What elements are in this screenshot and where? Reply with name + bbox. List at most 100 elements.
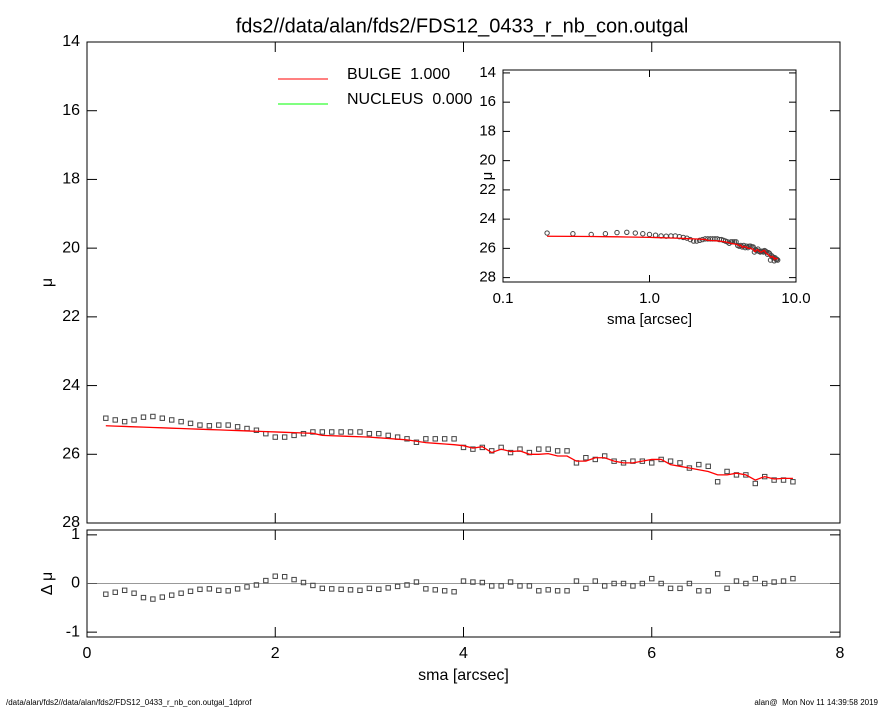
data-point — [225, 422, 231, 428]
data-point — [103, 591, 109, 597]
data-point — [677, 585, 683, 592]
data-point — [197, 586, 203, 593]
data-point — [272, 434, 278, 440]
data-point — [696, 588, 702, 594]
y-tick-label: 0 — [71, 575, 80, 592]
data-point — [121, 418, 128, 425]
data-point — [592, 578, 598, 584]
data-point — [404, 436, 410, 442]
x-tick-label: 10.0 — [781, 290, 810, 307]
data-point — [347, 587, 354, 593]
data-point — [667, 458, 674, 464]
data-point — [366, 430, 373, 437]
x-tick-label: 8 — [836, 645, 845, 662]
chart-title: fds2//data/alan/fds2/FDS12_0433_r_nb_con… — [236, 15, 689, 37]
data-point — [611, 580, 617, 587]
y-tick-label: 14 — [62, 33, 80, 50]
data-point — [680, 234, 686, 241]
data-point — [564, 588, 570, 594]
x-tick-label: 0 — [83, 645, 92, 662]
y-tick-label: 18 — [479, 122, 496, 139]
data-point — [169, 417, 175, 423]
y-tick-label: 22 — [479, 181, 496, 198]
data-point — [150, 413, 156, 420]
data-point — [620, 580, 627, 587]
y-tick-label: 18 — [62, 171, 80, 188]
data-point — [545, 446, 551, 452]
model-line — [105, 425, 793, 481]
data-point — [150, 596, 156, 602]
data-point — [714, 479, 721, 485]
data-point — [583, 585, 589, 592]
data-point — [112, 417, 118, 423]
legend-label: BULGE 1.000 — [347, 66, 450, 83]
data-point — [705, 588, 711, 594]
data-point — [667, 585, 674, 592]
data-point — [479, 579, 486, 586]
data-point — [347, 429, 354, 435]
data-point — [489, 583, 495, 589]
y-tick-label: 20 — [479, 152, 496, 169]
y-tick-label: -1 — [66, 623, 80, 640]
y-tick-label: 28 — [479, 269, 496, 286]
data-point — [451, 589, 457, 595]
data-point — [632, 230, 639, 236]
y-tick-label: 22 — [62, 308, 80, 325]
data-point — [536, 446, 542, 452]
data-point — [319, 429, 326, 435]
x-tick-label: 1.0 — [639, 290, 660, 307]
y-tick-label: 24 — [62, 377, 80, 394]
data-point — [310, 582, 316, 589]
x-tick-label: 0.1 — [493, 290, 514, 307]
data-point — [658, 580, 664, 587]
data-point — [686, 580, 693, 587]
y-axis-label: μ — [479, 172, 496, 181]
data-point — [187, 420, 194, 427]
data-point — [498, 583, 504, 589]
data-point — [234, 424, 241, 430]
data-point — [646, 231, 653, 238]
data-point — [272, 573, 278, 579]
data-point — [338, 429, 344, 435]
data-point — [790, 575, 796, 582]
data-point — [206, 586, 213, 592]
data-point — [376, 430, 382, 437]
y-axis-label: μ — [39, 278, 56, 287]
y-tick-label: 16 — [62, 102, 80, 119]
data-point — [216, 587, 222, 594]
data-point — [131, 417, 137, 423]
data-point — [112, 589, 118, 595]
data-point — [752, 480, 758, 487]
data-point — [216, 422, 222, 428]
data-point — [752, 575, 758, 582]
data-point — [639, 580, 646, 587]
data-point — [159, 415, 166, 421]
data-point — [187, 588, 194, 594]
data-point — [544, 230, 550, 236]
data-point — [507, 579, 514, 585]
y-tick-label: 20 — [62, 239, 80, 256]
data-point — [263, 577, 269, 584]
data-point — [630, 583, 636, 589]
data-point — [159, 594, 166, 600]
data-point — [291, 576, 297, 583]
data-point — [470, 446, 476, 452]
data-point — [624, 229, 630, 235]
data-point — [762, 580, 768, 587]
data-point — [413, 439, 420, 445]
data-point — [771, 477, 777, 483]
data-point — [169, 592, 175, 598]
data-point — [423, 436, 429, 442]
footer-right: alan@ Mon Nov 11 14:39:58 2019 — [754, 698, 878, 707]
data-point — [197, 422, 203, 428]
data-point — [696, 461, 702, 468]
data-point — [404, 582, 410, 588]
data-point — [281, 434, 288, 440]
data-point — [385, 585, 391, 591]
data-point — [441, 436, 448, 442]
inset-model-line — [547, 235, 778, 261]
y-tick-label: 14 — [479, 64, 496, 81]
data-point — [385, 432, 391, 439]
data-point — [517, 583, 523, 589]
